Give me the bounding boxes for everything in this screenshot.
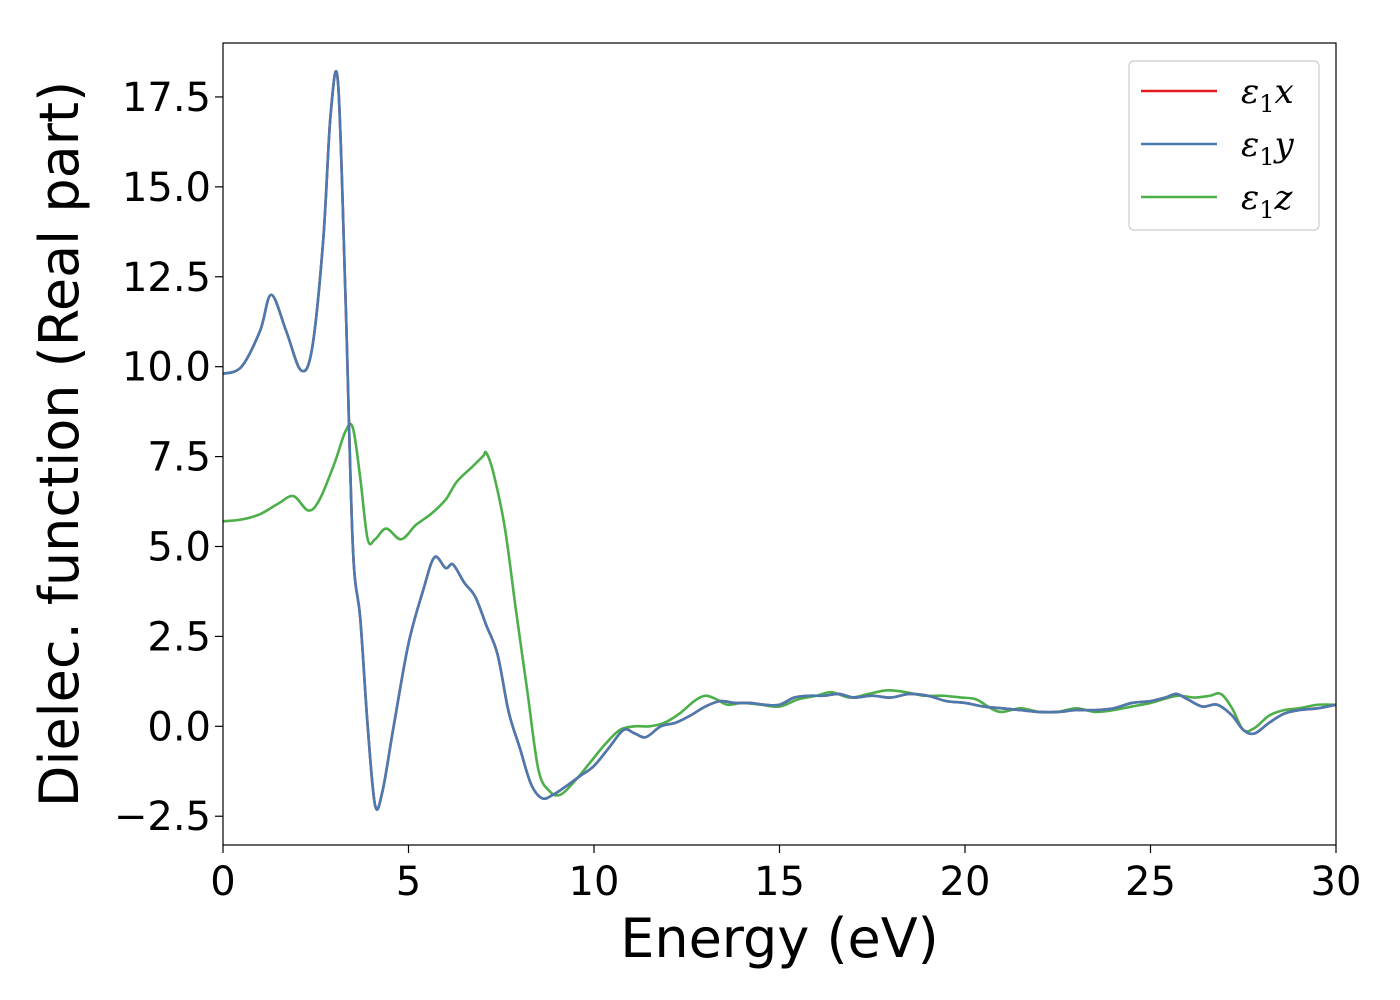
legend-main: ε (1241, 125, 1259, 165)
x-tick-label: 25 (1125, 859, 1176, 905)
y-tick-label: 15.0 (122, 165, 211, 211)
legend-var: x (1275, 72, 1294, 112)
y-tick-label: 12.5 (122, 255, 211, 301)
x-tick-label: 10 (569, 859, 620, 905)
y-tick-label: 5.0 (147, 524, 211, 570)
x-tick-label: 30 (1311, 859, 1362, 905)
y-axis-label: Dielec. function (Real part) (28, 81, 91, 807)
y-tick-label: 0.0 (147, 704, 211, 750)
y-tick-label: 2.5 (147, 614, 211, 660)
legend-sub: 1 (1259, 196, 1274, 224)
legend-entry-y: ε1y (1241, 125, 1295, 171)
series-layer (223, 70, 1336, 811)
x-tick-label: 20 (940, 859, 991, 905)
x-tick-label: 0 (210, 859, 235, 905)
y-tick-label: 10.0 (122, 345, 211, 391)
x-tick-label: 15 (754, 859, 805, 905)
x-axis-label: Energy (eV) (620, 907, 939, 970)
legend-var: z (1274, 178, 1294, 218)
y-tick-label: 17.5 (122, 75, 211, 121)
y-tick-label: 7.5 (147, 435, 211, 481)
legend-main: ε (1241, 72, 1259, 112)
legend-sub: 1 (1259, 90, 1274, 118)
series-line-y (223, 70, 1336, 811)
legend-var: y (1273, 125, 1295, 165)
legend-main: ε (1241, 178, 1259, 218)
y-tick-label: −2.5 (114, 794, 211, 840)
legend-sub: 1 (1259, 143, 1274, 171)
ticks-layer: 0 5 10 15 20 25 30 −2.5 0.0 2.5 5.0 7.5 10.0 12.5 15.0… (114, 75, 1362, 905)
series-line-z (223, 422, 1336, 797)
legend-box (1128, 60, 1320, 231)
legend-entry-z: ε1z (1241, 178, 1294, 224)
legend-entry-x: ε1x (1241, 72, 1294, 118)
x-tick-label: 5 (396, 859, 421, 905)
